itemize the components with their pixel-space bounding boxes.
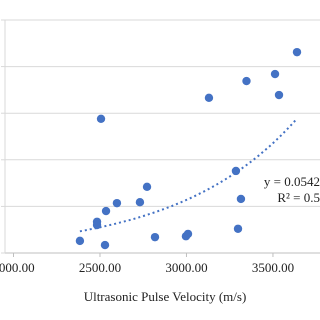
point (150, 232, 160, 242)
x-tick-label: 3500.00 (252, 260, 294, 275)
point (112, 198, 122, 208)
point (231, 166, 241, 176)
point (135, 198, 145, 207)
point (274, 90, 284, 100)
x-tick-label: 3000.00 (165, 260, 207, 275)
point (100, 240, 110, 250)
point (233, 224, 243, 233)
equation: y = 0.0542 (264, 174, 320, 189)
point (204, 93, 214, 103)
x-axis-title: Ultrasonic Pulse Velocity (m/s) (84, 289, 247, 304)
point (92, 220, 102, 230)
point (236, 194, 246, 204)
point (101, 206, 111, 216)
x-tick-label: 2000.00 (0, 260, 35, 275)
point (270, 69, 280, 79)
point (292, 47, 302, 57)
point (142, 182, 152, 192)
point (183, 229, 193, 239)
point (96, 114, 106, 123)
point (242, 76, 251, 86)
r-squared: R² = 0.5 (277, 190, 320, 205)
x-tick-label: 2500.00 (79, 260, 121, 275)
point (75, 236, 85, 246)
